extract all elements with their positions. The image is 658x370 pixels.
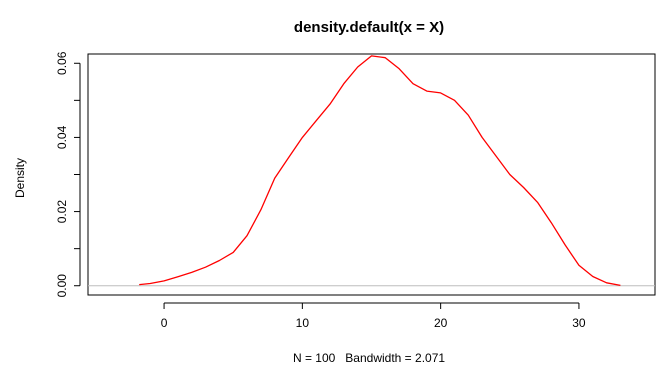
x-axis-label: N = 100 Bandwidth = 2.071 [293, 351, 445, 365]
y-axis: 0.00 0.02 0.04 0.06 [55, 51, 81, 298]
y-tick-label: 0.06 [55, 51, 69, 75]
x-tick-label: 0 [161, 316, 168, 330]
chart-title: density.default(x = X) [294, 19, 444, 36]
x-tick-label: 30 [572, 316, 586, 330]
y-tick-label: 0.02 [55, 200, 69, 224]
y-axis-label: Density [13, 158, 27, 198]
y-tick-label: 0.00 [55, 274, 69, 298]
y-tick-label: 0.04 [55, 125, 69, 149]
x-axis: 0 10 20 30 [161, 302, 586, 330]
plot-frame [87, 53, 656, 296]
x-tick-label: 10 [296, 316, 310, 330]
x-tick-label: 20 [434, 316, 448, 330]
series-line [139, 55, 621, 287]
